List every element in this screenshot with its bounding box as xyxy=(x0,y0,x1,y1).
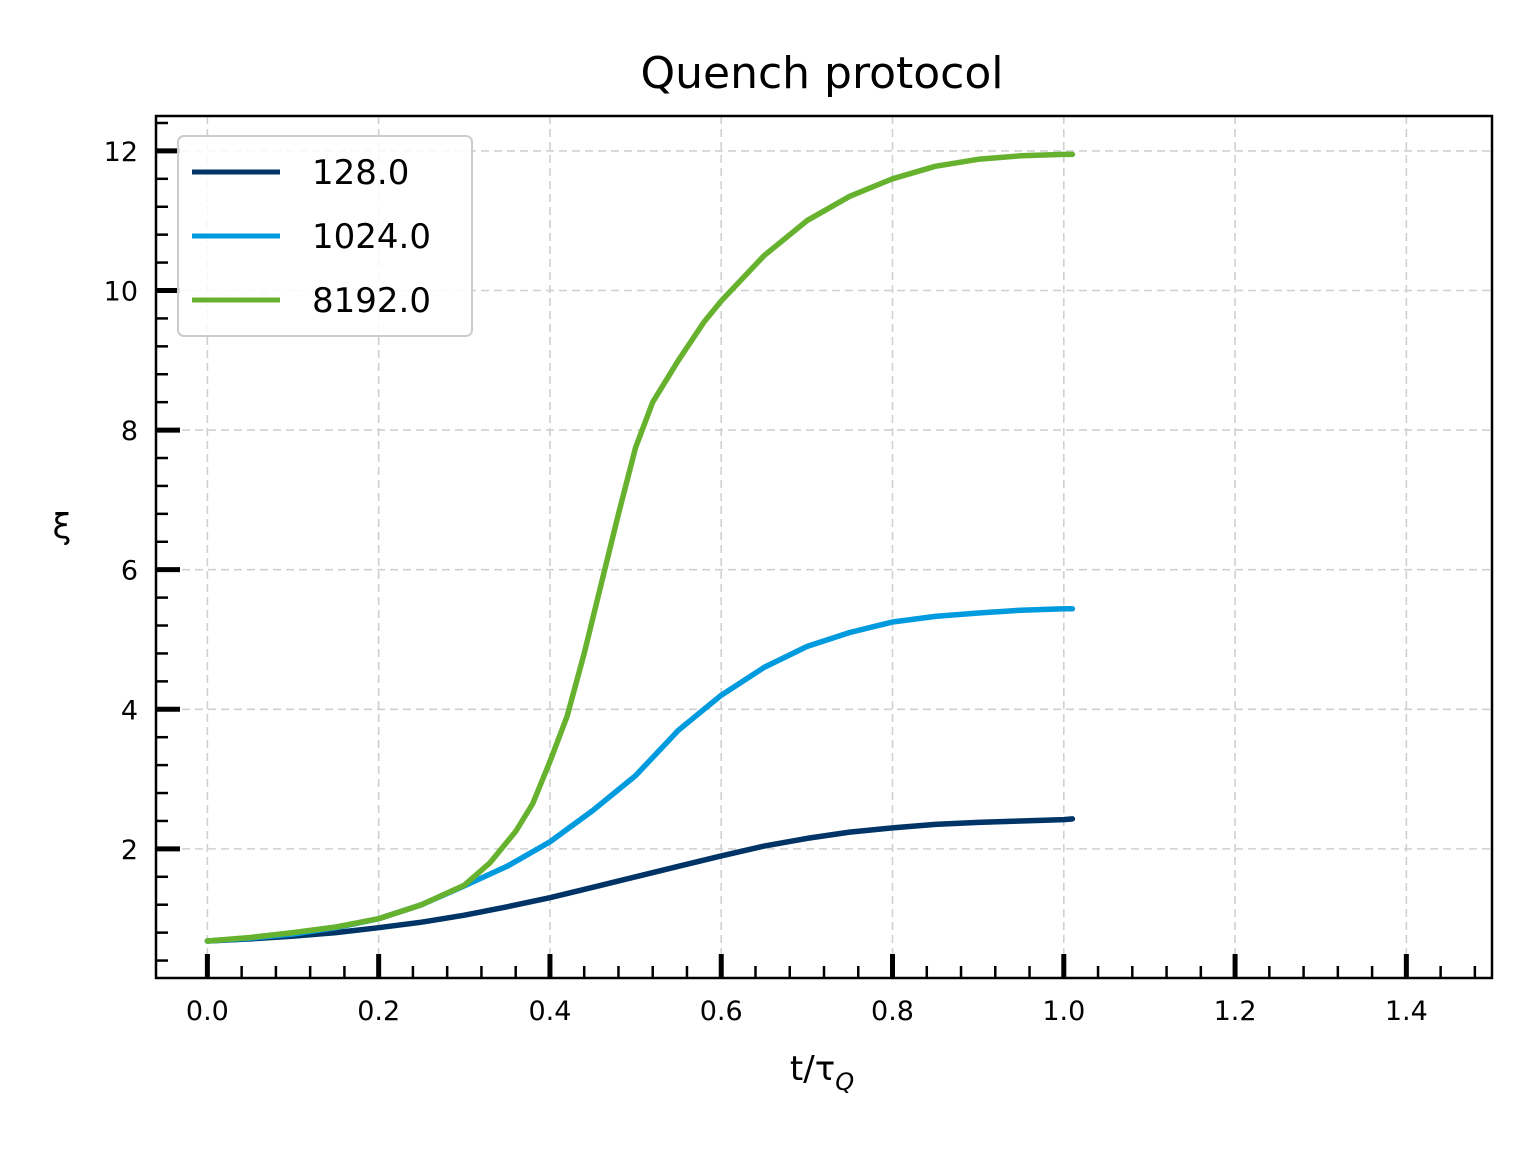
x-axis-label-main: t/τ xyxy=(790,1049,835,1089)
series-line-128.0 xyxy=(204,816,1076,944)
legend-frame xyxy=(177,135,473,337)
ticks: 0.0 0.2 0.4 0.6 0.8 1.0 1.2 1.4 2 4 6 8 10 12 xyxy=(104,121,1477,1027)
y-tick-label: 6 xyxy=(121,556,138,587)
y-tick-label: 12 xyxy=(104,137,138,168)
series-layer xyxy=(204,151,1076,944)
x-axis-label: t/τQ xyxy=(790,1049,854,1096)
x-tick-label: 0.4 xyxy=(528,996,571,1027)
legend: 128.0 1024.0 8192.0 xyxy=(177,135,473,337)
x-tick-label: 0.6 xyxy=(700,996,743,1027)
legend-label-1024.0: 1024.0 xyxy=(312,217,431,257)
x-tick-label: 1.4 xyxy=(1385,996,1428,1027)
chart-title: Quench protocol xyxy=(640,48,1003,99)
x-tick-label: 1.2 xyxy=(1214,996,1257,1027)
x-axis-label-subscript: Q xyxy=(835,1068,854,1096)
x-tick-label: 0.2 xyxy=(357,996,400,1027)
x-tick-label: 1.0 xyxy=(1042,996,1085,1027)
axes-frame xyxy=(154,114,1494,980)
series-line-8192.0 xyxy=(204,151,1076,944)
y-axis-label: ξ xyxy=(53,507,72,547)
y-tick-label: 10 xyxy=(104,276,138,307)
x-tick-label: 0.0 xyxy=(186,996,229,1027)
legend-label-128.0: 128.0 xyxy=(312,153,409,193)
y-tick-label: 4 xyxy=(121,695,138,726)
y-tick-label: 8 xyxy=(121,416,138,447)
legend-label-8192.0: 8192.0 xyxy=(312,281,431,321)
y-tick-label: 2 xyxy=(121,835,138,866)
x-tick-label: 0.8 xyxy=(871,996,914,1027)
